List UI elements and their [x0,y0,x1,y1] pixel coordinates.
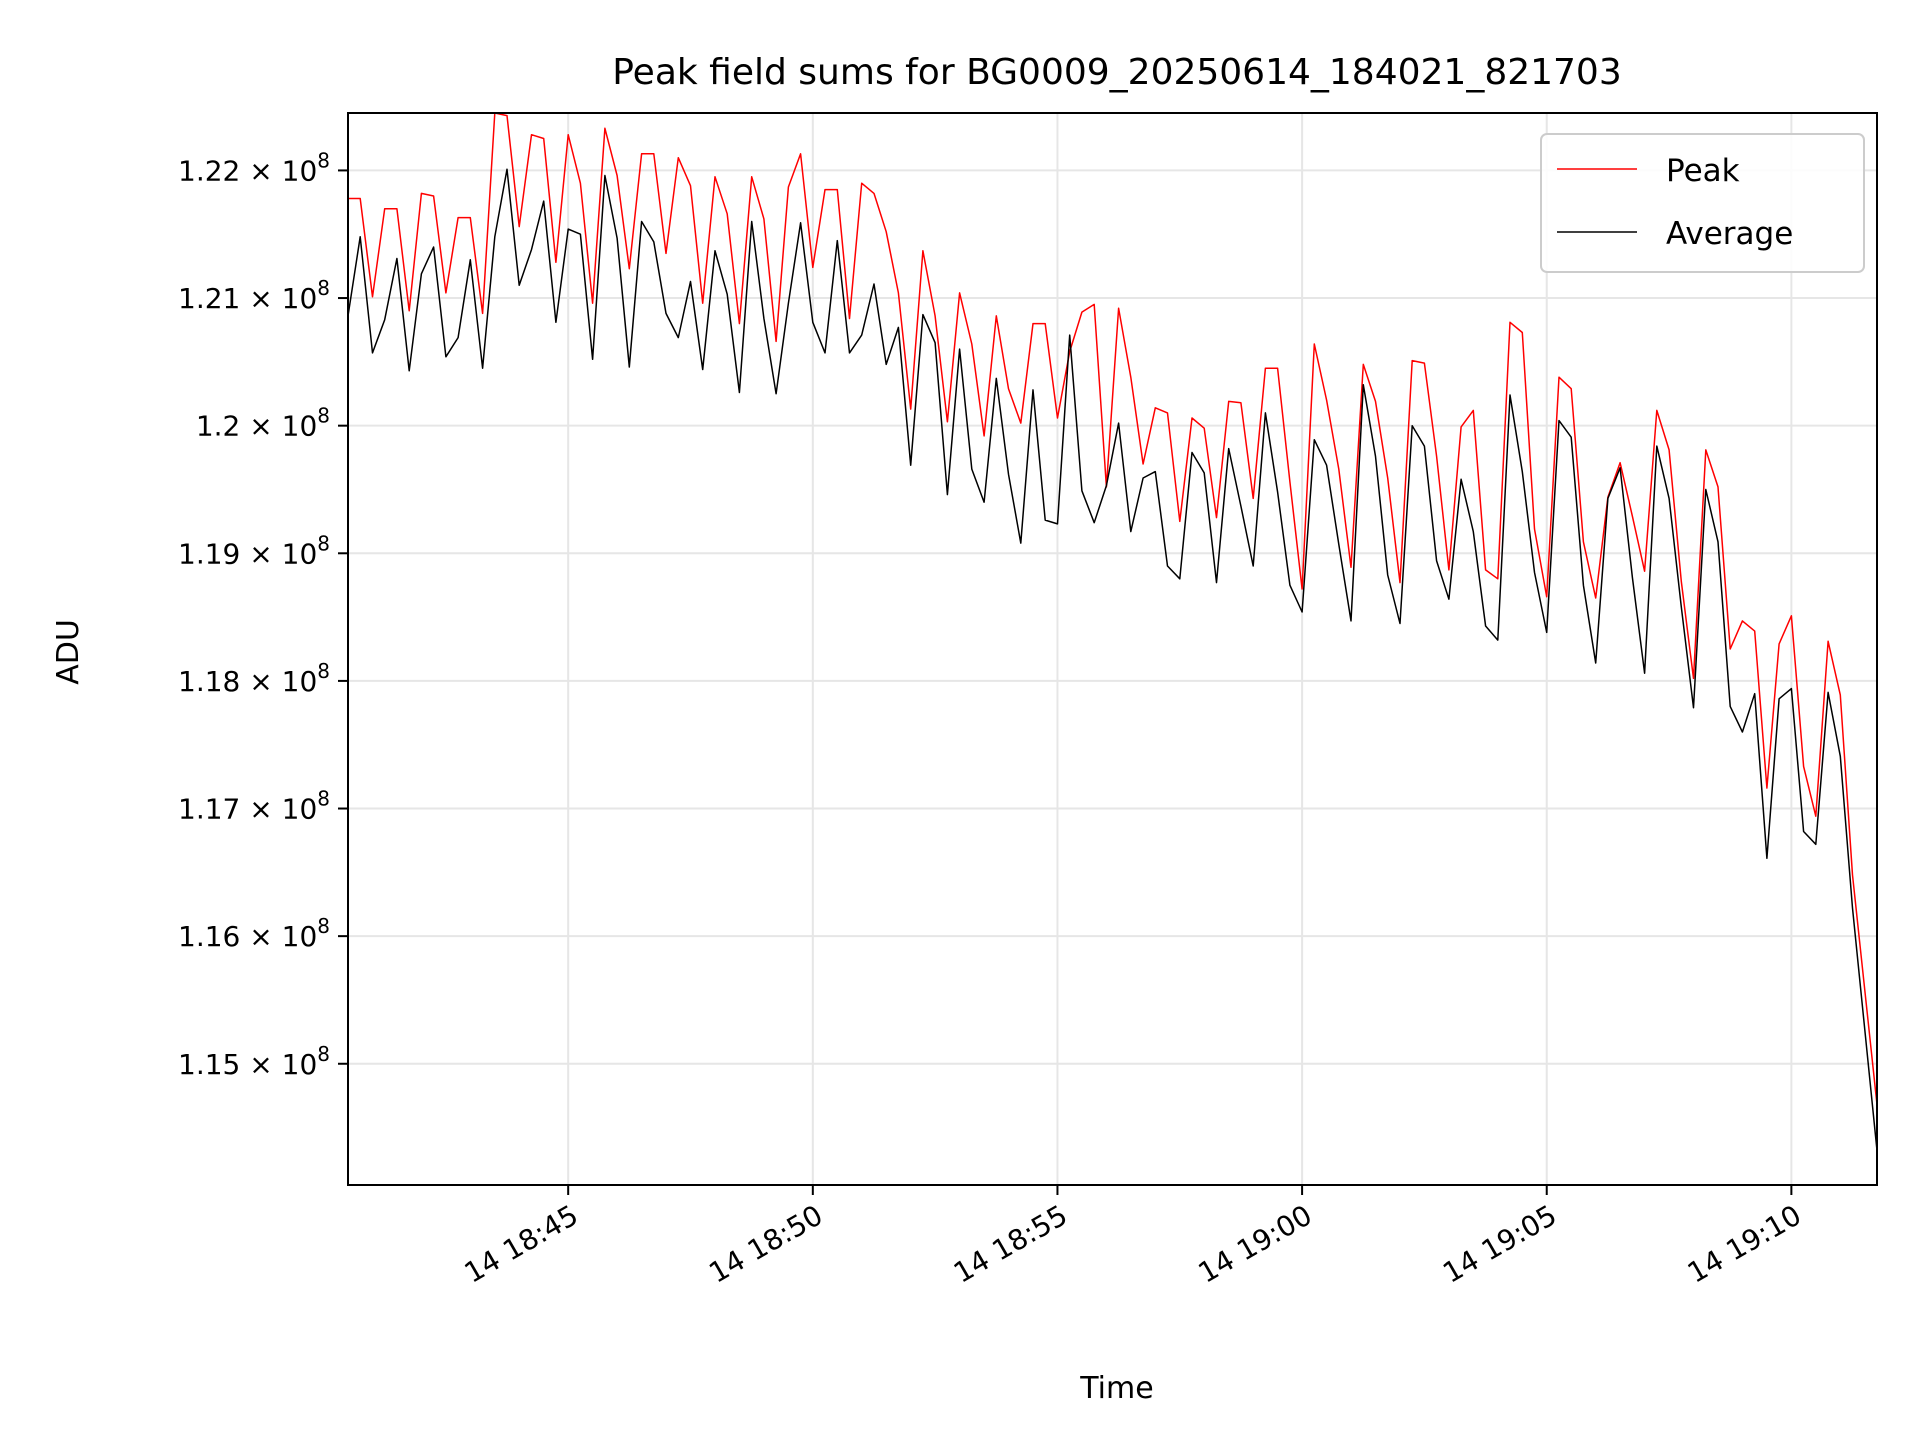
y-tick-mantissa: 1.22 [178,154,249,187]
legend: Peak Average [1540,133,1865,273]
y-tick-label: 1.2 × 108 [196,404,330,443]
y-tick-mantissa: 1.17 [178,793,249,826]
y-tick-label: 1.19 × 108 [178,531,330,570]
y-tick-label: 1.16 × 108 [178,914,330,953]
y-tick-base: × 10 [249,665,317,698]
y-tick-exponent: 8 [317,276,330,300]
y-tick-base: × 10 [249,793,317,826]
y-tick-label: 1.18 × 108 [178,659,330,698]
plot-frame [347,112,1878,1186]
y-tick-mantissa: 1.16 [178,920,249,953]
series-layer [348,113,1877,1151]
y-tick-mantissa: 1.21 [178,282,249,315]
y-tick-mantissa: 1.15 [178,1048,249,1081]
y-tick-exponent: 8 [317,404,330,428]
y-tick-exponent: 8 [317,659,330,683]
y-tick-mantissa: 1.19 [178,537,249,570]
series-line-average [348,168,1877,1151]
y-tick-exponent: 8 [317,148,330,172]
y-tick-exponent: 8 [317,531,330,555]
chart-title: Peak field sums for BG0009_20250614_1840… [612,52,1622,93]
y-tick-label: 1.22 × 108 [178,148,330,187]
y-tick-base: × 10 [249,282,317,315]
y-tick-base: × 10 [249,537,317,570]
grid [348,113,1877,1185]
y-tick-mantissa: 1.2 [196,410,249,443]
y-axis-label: ADU [51,619,86,685]
y-tick-exponent: 8 [317,787,330,811]
y-tick-exponent: 8 [317,1042,330,1066]
y-tick-base: × 10 [249,1048,317,1081]
y-tick-base: × 10 [249,154,317,187]
x-axis-label: Time [1079,1371,1153,1406]
y-tick-label: 1.17 × 108 [178,787,330,826]
y-tick-base: × 10 [249,920,317,953]
y-tick-label: 1.15 × 108 [178,1042,330,1081]
legend-label-average: Average [1666,216,1793,252]
legend-label-peak: Peak [1666,153,1740,189]
y-tick-mantissa: 1.18 [178,665,249,698]
y-tick-exponent: 8 [317,914,330,938]
y-tick-base: × 10 [249,410,317,443]
y-tick-label: 1.21 × 108 [178,276,330,315]
